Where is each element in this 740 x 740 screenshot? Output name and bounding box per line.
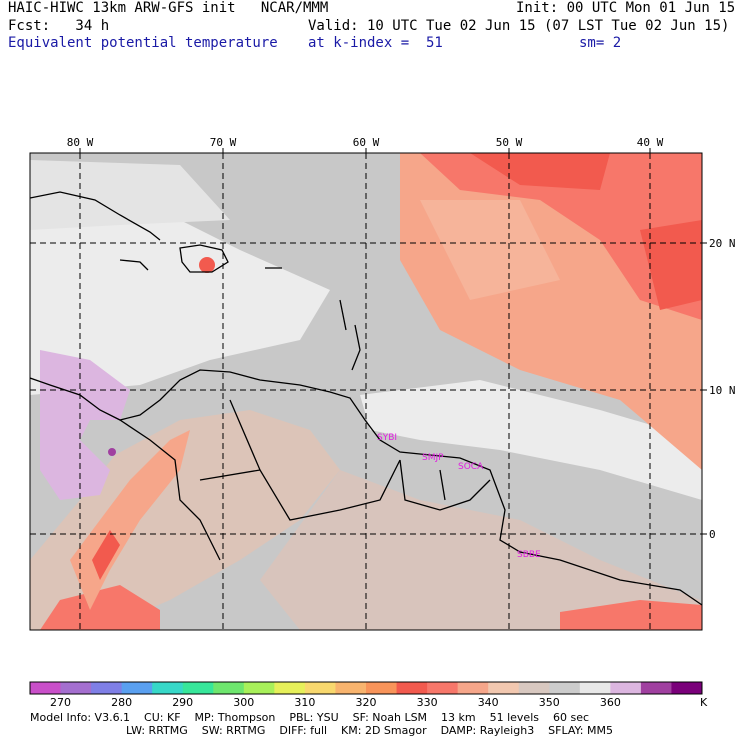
colorbar-swatch bbox=[549, 682, 581, 694]
colorbar-swatch bbox=[30, 682, 62, 694]
colorbar-swatch bbox=[671, 682, 703, 694]
colorbar-swatch bbox=[213, 682, 245, 694]
init-time: Init: 00 UTC Mon 01 Jun 15 bbox=[516, 0, 736, 16]
colorbar-swatch bbox=[518, 682, 550, 694]
forecast-hour: Fcst: 34 h bbox=[8, 18, 110, 34]
smoothing: sm= 2 bbox=[579, 35, 622, 51]
colorbar-swatch bbox=[274, 682, 306, 694]
colorbar-tick-label: 350 bbox=[539, 696, 560, 709]
coastlines bbox=[30, 191, 702, 606]
station-smjp: SMJP bbox=[422, 453, 444, 463]
colorbar-swatch bbox=[121, 682, 153, 694]
colorbar-tick-label: 300 bbox=[233, 696, 254, 709]
colorbar-tick-label: 330 bbox=[417, 696, 438, 709]
level-index: at k-index = 51 bbox=[308, 35, 443, 51]
colorbar-swatch bbox=[457, 682, 489, 694]
station-soca: SOCA bbox=[458, 462, 484, 472]
colorbar-tick-label: 340 bbox=[478, 696, 499, 709]
colorbar-swatch bbox=[60, 682, 92, 694]
colorbar-tick-label: 320 bbox=[356, 696, 377, 709]
colorbar-swatch bbox=[182, 682, 214, 694]
colorbar-swatch bbox=[579, 682, 611, 694]
field-name: Equivalent potential temperature bbox=[8, 35, 278, 51]
lat-lon-grid bbox=[30, 153, 702, 630]
lon-label-50w: 50 W bbox=[496, 136, 523, 149]
colorbar-tick-label: 310 bbox=[294, 696, 315, 709]
colorbar bbox=[30, 682, 703, 694]
lat-label-20n: 20 N bbox=[709, 237, 736, 250]
station-sbbe: SBBE bbox=[517, 550, 541, 560]
model-info-line1: Model Info: V3.6.1 CU: KF MP: Thompson P… bbox=[30, 711, 590, 724]
lon-label-40w: 40 W bbox=[637, 136, 664, 149]
colorbar-swatch bbox=[304, 682, 336, 694]
colorbar-swatch bbox=[396, 682, 428, 694]
valid-time: Valid: 10 UTC Tue 02 Jun 15 (07 LST Tue … bbox=[308, 18, 730, 34]
station-sybi: SYBI bbox=[377, 433, 397, 443]
lat-label-0: 0 bbox=[709, 528, 716, 541]
lon-label-70w: 70 W bbox=[210, 136, 237, 149]
colorbar-swatch bbox=[243, 682, 275, 694]
colorbar-tick-label: 360 bbox=[600, 696, 621, 709]
colorbar-swatch bbox=[640, 682, 672, 694]
colorbar-swatch bbox=[91, 682, 123, 694]
colorbar-swatch bbox=[335, 682, 367, 694]
colorbar-swatch bbox=[427, 682, 459, 694]
colorbar-swatch bbox=[366, 682, 398, 694]
lon-label-60w: 60 W bbox=[353, 136, 380, 149]
colorbar-swatch bbox=[152, 682, 184, 694]
theta-e-field bbox=[30, 153, 702, 630]
colorbar-swatch bbox=[488, 682, 520, 694]
colorbar-tick-label: 270 bbox=[50, 696, 71, 709]
colorbar-frame bbox=[29, 681, 703, 695]
lon-label-80w: 80 W bbox=[67, 136, 94, 149]
colorbar-tick-label: 280 bbox=[111, 696, 132, 709]
model-info-line2: LW: RRTMG SW: RRTMG DIFF: full KM: 2D Sm… bbox=[126, 724, 613, 737]
colorbar-unit: K bbox=[700, 696, 708, 709]
model-title: HAIC-HIWC 13km ARW-GFS init NCAR/MMM bbox=[8, 0, 329, 16]
colorbar-tick-label: 290 bbox=[172, 696, 193, 709]
colorbar-swatch bbox=[610, 682, 642, 694]
lat-label-10n: 10 N bbox=[709, 384, 736, 397]
